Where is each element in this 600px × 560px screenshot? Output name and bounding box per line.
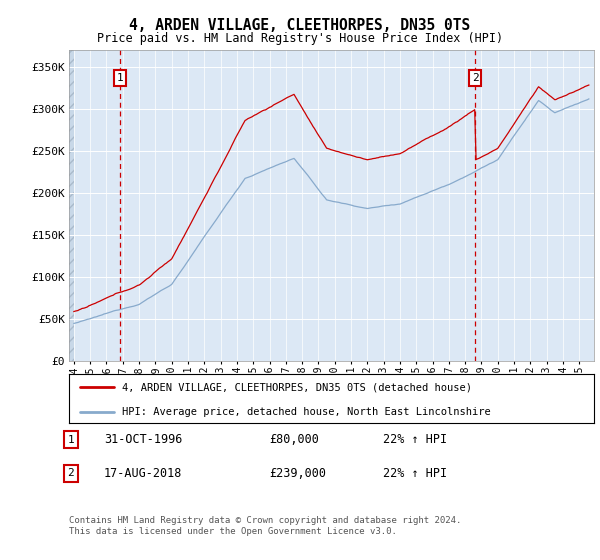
Text: 1: 1 xyxy=(67,435,74,445)
Text: 4, ARDEN VILLAGE, CLEETHORPES, DN35 0TS: 4, ARDEN VILLAGE, CLEETHORPES, DN35 0TS xyxy=(130,18,470,33)
Text: HPI: Average price, detached house, North East Lincolnshire: HPI: Average price, detached house, Nort… xyxy=(121,407,490,417)
Text: £80,000: £80,000 xyxy=(269,433,319,446)
Text: 22% ↑ HPI: 22% ↑ HPI xyxy=(383,466,447,480)
Text: 22% ↑ HPI: 22% ↑ HPI xyxy=(383,433,447,446)
Text: £239,000: £239,000 xyxy=(269,466,326,480)
Text: 17-AUG-2018: 17-AUG-2018 xyxy=(104,466,182,480)
Text: 2: 2 xyxy=(472,73,479,83)
Text: Price paid vs. HM Land Registry's House Price Index (HPI): Price paid vs. HM Land Registry's House … xyxy=(97,32,503,45)
Text: 31-OCT-1996: 31-OCT-1996 xyxy=(104,433,182,446)
Text: 4, ARDEN VILLAGE, CLEETHORPES, DN35 0TS (detached house): 4, ARDEN VILLAGE, CLEETHORPES, DN35 0TS … xyxy=(121,382,472,393)
Text: 2: 2 xyxy=(67,468,74,478)
Bar xyxy=(69,50,74,361)
Text: Contains HM Land Registry data © Crown copyright and database right 2024.
This d: Contains HM Land Registry data © Crown c… xyxy=(69,516,461,536)
Text: 1: 1 xyxy=(116,73,124,83)
